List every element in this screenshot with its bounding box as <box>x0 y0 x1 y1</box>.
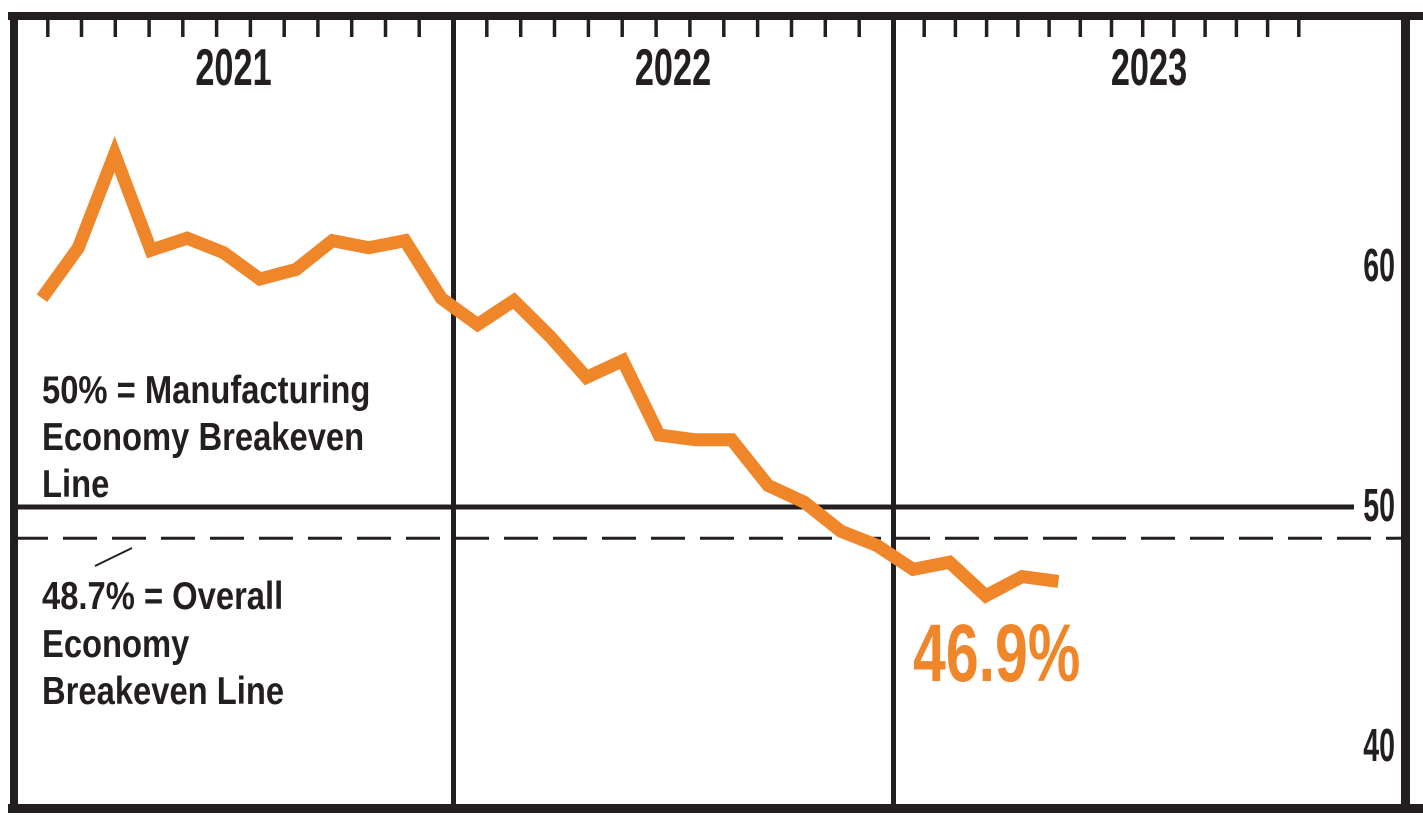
frame-right-border <box>1401 12 1410 813</box>
annotation-line: Economy Breakeven <box>42 414 364 458</box>
y-axis-label: 40 <box>1363 720 1395 772</box>
annotation-line: Line <box>42 461 109 505</box>
last-value-label: 46.9% <box>913 608 1080 700</box>
frame-left-border <box>10 12 18 813</box>
annotation-line: Breakeven Line <box>42 668 284 712</box>
frame-top-border <box>8 12 1423 20</box>
year-label: 2023 <box>1111 39 1187 97</box>
annotation-line: 48.7% = Overall <box>42 573 283 617</box>
annotation-line: Economy <box>42 621 189 665</box>
y-axis-label: 50 <box>1363 480 1395 532</box>
pmi-line <box>36 136 1060 604</box>
annotation-line: 50% = Manufacturing <box>42 367 370 411</box>
y-axis-label: 60 <box>1363 240 1395 292</box>
month-ticks <box>46 20 1301 37</box>
manufacturing-breakeven-annotation: 50% = Manufacturing Economy Breakeven Li… <box>42 367 370 505</box>
year-label: 2022 <box>635 39 711 97</box>
year-label: 2021 <box>195 39 271 97</box>
frame-bottom-border <box>8 804 1423 813</box>
overall-breakeven-annotation: 48.7% = Overall Economy Breakeven Line <box>42 573 284 712</box>
chart-frame <box>8 12 1423 813</box>
annotation-callout-line <box>94 547 133 567</box>
